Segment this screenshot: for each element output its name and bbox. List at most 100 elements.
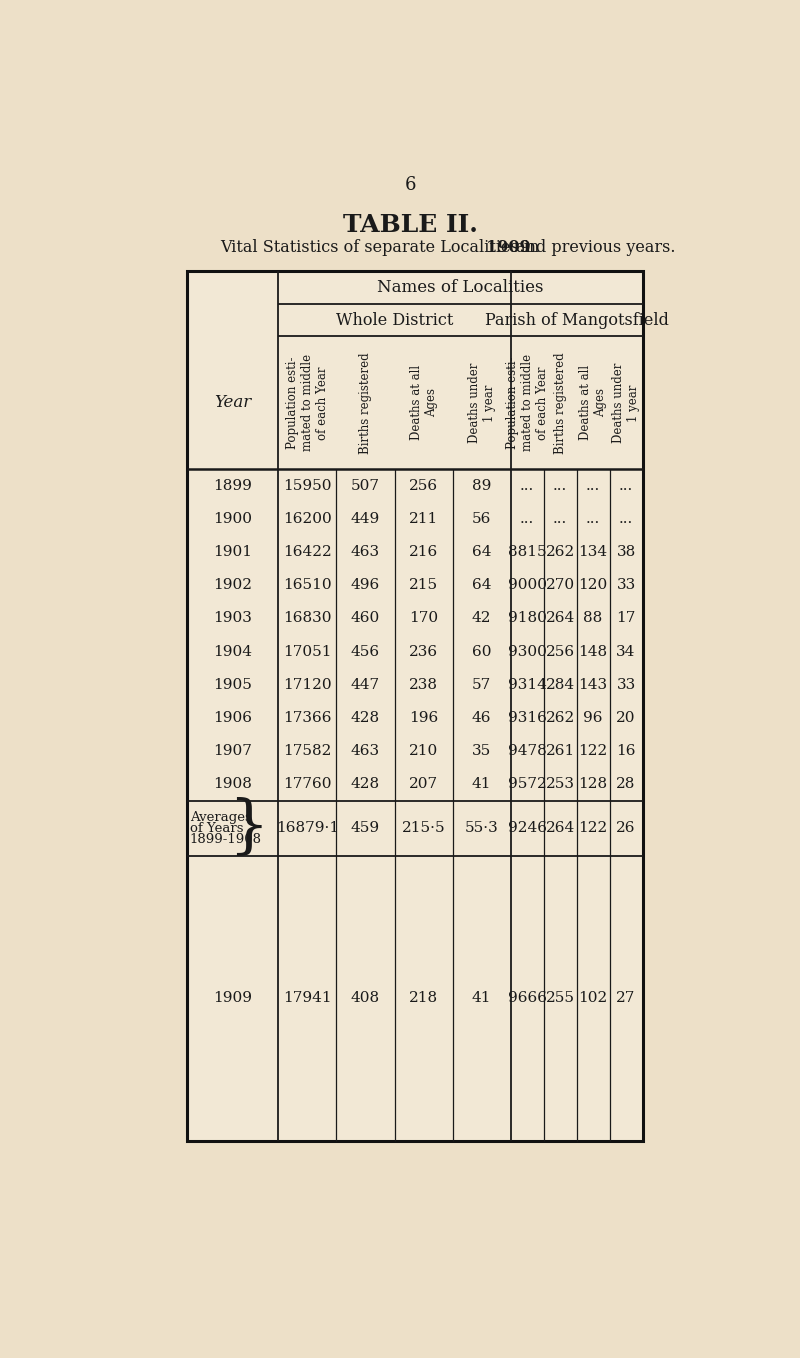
Text: 9314: 9314 [508, 678, 546, 691]
Text: 88: 88 [583, 611, 602, 626]
Text: 17120: 17120 [283, 678, 332, 691]
Text: 16830: 16830 [283, 611, 331, 626]
Text: 9478: 9478 [508, 744, 546, 758]
Text: Year: Year [214, 394, 251, 411]
Text: 8815: 8815 [508, 545, 546, 559]
Text: TABLE II.: TABLE II. [342, 213, 478, 236]
Text: 1904: 1904 [213, 645, 252, 659]
Text: 6: 6 [404, 175, 416, 194]
Text: ...: ... [586, 479, 600, 493]
Text: 64: 64 [472, 579, 491, 592]
Text: ...: ... [520, 479, 534, 493]
Text: 1908: 1908 [213, 777, 252, 790]
Text: 264: 264 [546, 822, 574, 835]
Text: 42: 42 [472, 611, 491, 626]
Text: 56: 56 [472, 512, 491, 526]
Text: 96: 96 [583, 710, 603, 725]
Text: 26: 26 [616, 822, 636, 835]
Text: 122: 122 [578, 822, 608, 835]
Text: 9000: 9000 [508, 579, 546, 592]
Text: 128: 128 [578, 777, 608, 790]
Text: 55·3: 55·3 [465, 822, 498, 835]
Text: 143: 143 [578, 678, 608, 691]
Text: 408: 408 [351, 991, 380, 1005]
Text: 38: 38 [617, 545, 636, 559]
Text: 1906: 1906 [213, 710, 252, 725]
Text: 17582: 17582 [283, 744, 331, 758]
Text: 207: 207 [409, 777, 438, 790]
Text: 449: 449 [351, 512, 380, 526]
Text: 264: 264 [546, 611, 574, 626]
Text: 210: 210 [409, 744, 438, 758]
Text: Names of Localities: Names of Localities [377, 278, 544, 296]
Text: 1903: 1903 [213, 611, 252, 626]
Text: 216: 216 [409, 545, 438, 559]
Text: Deaths under
1 year: Deaths under 1 year [612, 363, 640, 443]
Text: 262: 262 [546, 710, 574, 725]
Text: 35: 35 [472, 744, 491, 758]
Text: 1899: 1899 [213, 479, 252, 493]
Text: ...: ... [520, 512, 534, 526]
Text: 284: 284 [546, 678, 574, 691]
Bar [187, 270, 642, 1141]
Text: 16422: 16422 [283, 545, 332, 559]
Text: 20: 20 [616, 710, 636, 725]
Text: and previous years.: and previous years. [510, 239, 675, 257]
Text: Parish of Mangotsfield: Parish of Mangotsfield [485, 311, 669, 329]
Text: 9180: 9180 [508, 611, 546, 626]
Text: Population esti-
mated to middle
of each Year: Population esti- mated to middle of each… [286, 354, 329, 451]
Text: 496: 496 [351, 579, 380, 592]
Text: 507: 507 [351, 479, 380, 493]
Text: 9316: 9316 [508, 710, 546, 725]
Text: ...: ... [619, 479, 633, 493]
Text: 459: 459 [351, 822, 380, 835]
Text: 41: 41 [472, 991, 491, 1005]
Text: Deaths at all
Ages: Deaths at all Ages [579, 365, 607, 440]
Text: 196: 196 [409, 710, 438, 725]
Text: 428: 428 [351, 777, 380, 790]
Text: 256: 256 [409, 479, 438, 493]
Text: 456: 456 [351, 645, 380, 659]
Text: of Years: of Years [190, 822, 243, 835]
Text: 1902: 1902 [213, 579, 252, 592]
Text: 261: 261 [546, 744, 574, 758]
Text: Deaths under
1 year: Deaths under 1 year [468, 363, 496, 443]
Text: 255: 255 [546, 991, 574, 1005]
Text: 148: 148 [578, 645, 608, 659]
Text: 89: 89 [472, 479, 491, 493]
Text: ...: ... [553, 479, 567, 493]
Text: ...: ... [586, 512, 600, 526]
Text: 1905: 1905 [213, 678, 252, 691]
Text: 428: 428 [351, 710, 380, 725]
Text: 16879·1: 16879·1 [276, 822, 339, 835]
Text: 16: 16 [616, 744, 636, 758]
Text: 57: 57 [472, 678, 491, 691]
Text: 170: 170 [409, 611, 438, 626]
Text: 17760: 17760 [283, 777, 331, 790]
Text: Averages: Averages [190, 811, 252, 824]
Text: 16200: 16200 [283, 512, 332, 526]
Text: 463: 463 [351, 744, 380, 758]
Text: 1907: 1907 [213, 744, 252, 758]
Text: 215·5: 215·5 [402, 822, 446, 835]
Text: 60: 60 [472, 645, 491, 659]
Text: 1899-1908: 1899-1908 [190, 832, 262, 846]
Text: 27: 27 [616, 991, 636, 1005]
Text: Vital Statistics of separate Localities in: Vital Statistics of separate Localities … [220, 239, 545, 257]
Text: 1909: 1909 [486, 239, 530, 257]
Text: 9246: 9246 [508, 822, 546, 835]
Text: Births registered: Births registered [554, 352, 566, 454]
Text: 9666: 9666 [508, 991, 546, 1005]
Text: ...: ... [619, 512, 633, 526]
Text: 15950: 15950 [283, 479, 331, 493]
Text: 236: 236 [409, 645, 438, 659]
Text: 64: 64 [472, 545, 491, 559]
Text: 17941: 17941 [283, 991, 332, 1005]
Text: Whole District: Whole District [336, 311, 453, 329]
Text: 120: 120 [578, 579, 608, 592]
Text: 17366: 17366 [283, 710, 331, 725]
Text: 238: 238 [409, 678, 438, 691]
Text: 46: 46 [472, 710, 491, 725]
Text: 447: 447 [351, 678, 380, 691]
Text: 460: 460 [351, 611, 380, 626]
